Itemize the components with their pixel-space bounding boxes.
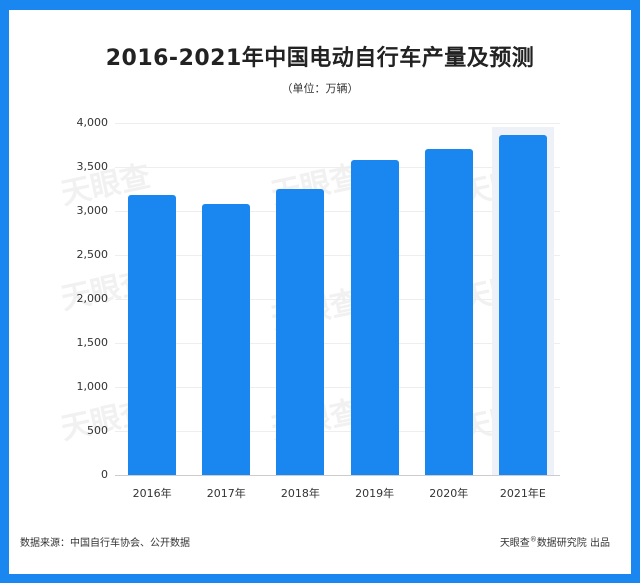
y-tick-label: 2,500 [76, 248, 109, 261]
y-tick-label: 4,000 [76, 116, 109, 129]
registered-mark: ® [529, 535, 537, 544]
bar [424, 149, 473, 475]
gridline [115, 167, 560, 168]
gridline [115, 431, 560, 432]
gridline [115, 387, 560, 388]
gridline [115, 255, 560, 256]
x-tick-label: 2021年E [499, 487, 546, 500]
chart-title: 2016-2021年中国电动自行车产量及预测 [105, 46, 535, 71]
chart-subtitle: （单位：万辆） [281, 82, 359, 95]
publisher: 天眼查®数据研究院 出品 [500, 534, 610, 549]
bar [350, 159, 399, 475]
x-tick-label: 2016年 [132, 487, 172, 500]
y-tick-label: 0 [101, 468, 108, 481]
gridline [115, 343, 560, 344]
bar [276, 189, 325, 475]
data-source: 数据来源：中国自行车协会、公开数据 [20, 538, 190, 549]
bar [202, 203, 251, 475]
x-tick-label: 2020年 [429, 487, 469, 500]
y-tick-label: 1,000 [76, 380, 109, 393]
bar [128, 195, 177, 475]
y-tick-label: 1,500 [76, 336, 109, 349]
y-tick-label: 500 [87, 424, 108, 437]
y-tick-label: 3,500 [76, 160, 109, 173]
x-tick-label: 2019年 [355, 487, 395, 500]
bar [498, 135, 547, 475]
x-tick-label: 2018年 [280, 487, 320, 500]
gridline [115, 123, 560, 124]
x-tick-label: 2017年 [206, 487, 246, 500]
y-tick-label: 2,000 [76, 292, 109, 305]
publisher-name: 天眼查 [499, 538, 530, 549]
gridline [115, 211, 560, 212]
y-tick-label: 3,000 [76, 204, 109, 217]
gridline [115, 299, 560, 300]
publisher-suffix: 数据研究院 出品 [536, 538, 610, 549]
x-axis-line [115, 475, 560, 476]
